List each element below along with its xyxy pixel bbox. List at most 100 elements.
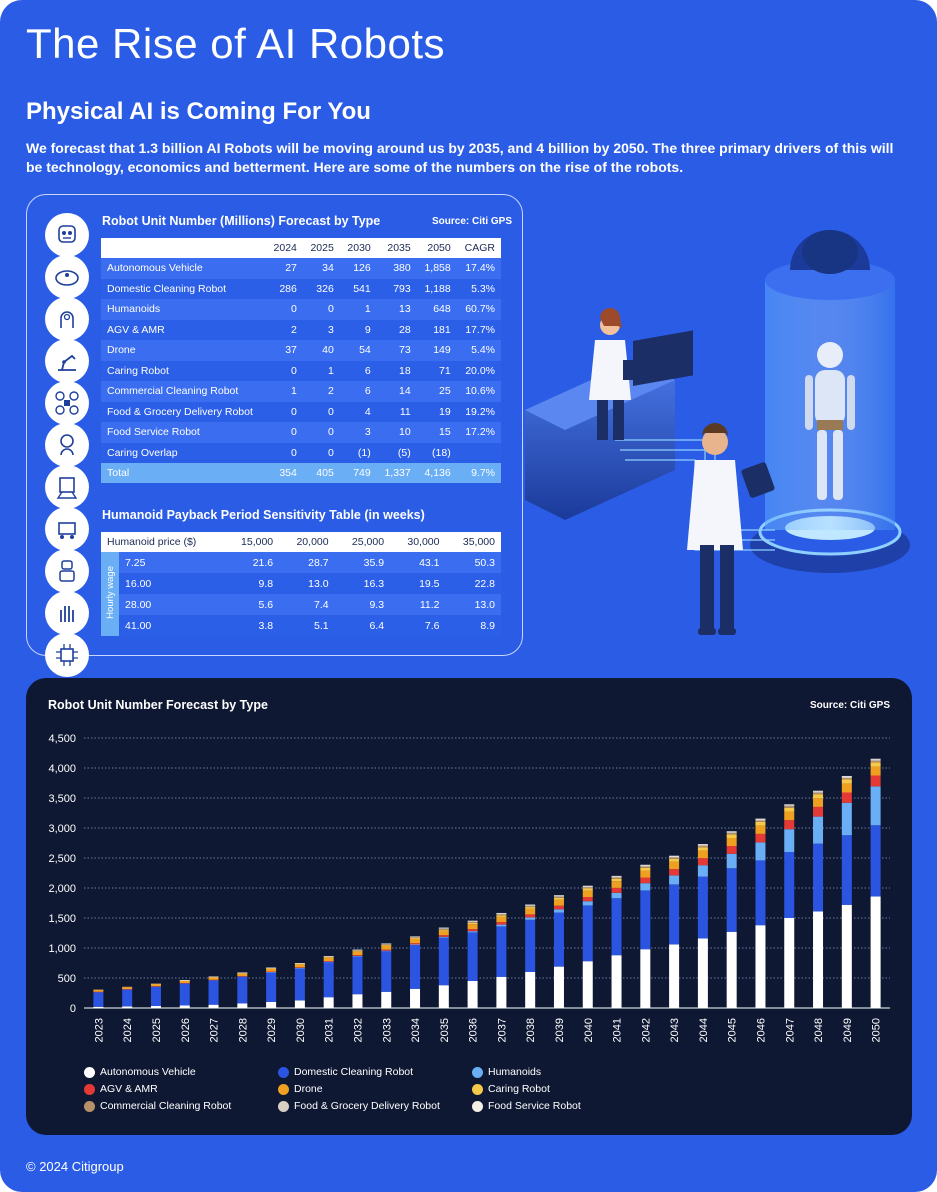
bar-segment bbox=[410, 936, 421, 937]
table-cell: 181 bbox=[416, 319, 457, 340]
legend-swatch bbox=[278, 1083, 289, 1095]
page-subtitle: Physical AI is Coming For You bbox=[26, 98, 371, 125]
table-row: 16.00 9.8 13.0 16.3 19.5 22.8 bbox=[101, 573, 501, 594]
table-header-cell: 20,000 bbox=[279, 532, 335, 552]
table-cell: 9.8 bbox=[223, 573, 280, 594]
stacked-bar-chart-card: Robot Unit Number Forecast by Type Sourc… bbox=[26, 678, 912, 1135]
table-row: Domestic Cleaning Robot 286 326 541 793 1,188… bbox=[101, 278, 501, 299]
bar-segment bbox=[179, 983, 190, 984]
table-cell: 13.0 bbox=[445, 594, 501, 615]
bar-segment bbox=[582, 897, 593, 902]
bar-segment bbox=[755, 860, 766, 926]
bar-segment bbox=[294, 967, 305, 968]
bar-segment bbox=[525, 908, 536, 915]
bar-segment bbox=[496, 912, 507, 914]
bar-segment bbox=[755, 818, 766, 820]
table-cell: 14 bbox=[376, 381, 417, 402]
table-cell: 16.3 bbox=[334, 573, 391, 594]
table-cell: 11 bbox=[376, 401, 417, 422]
bar-segment bbox=[611, 887, 622, 893]
table-cell: 5.3% bbox=[456, 278, 501, 299]
legend-label: Domestic Cleaning Robot bbox=[294, 1066, 414, 1078]
table-cell: 9.3 bbox=[334, 594, 391, 615]
x-tick-label: 2049 bbox=[842, 1018, 854, 1042]
bar-segment bbox=[352, 949, 363, 951]
bar-segment bbox=[122, 986, 133, 988]
legend-label: Autonomous Vehicle bbox=[100, 1066, 196, 1078]
legend-item: AGV & AMR bbox=[84, 1083, 158, 1095]
legend-swatch bbox=[84, 1100, 95, 1112]
bar-segment bbox=[93, 991, 104, 993]
bar-segment bbox=[150, 983, 161, 985]
bar-segment bbox=[755, 821, 766, 826]
bar-segment bbox=[266, 971, 277, 973]
table-cell: 18 bbox=[376, 360, 417, 381]
bar-segment bbox=[525, 905, 536, 907]
y-tick-label: 3,500 bbox=[48, 793, 76, 805]
x-tick-label: 2042 bbox=[640, 1018, 652, 1042]
bar-segment bbox=[841, 835, 852, 905]
bar-segment bbox=[669, 857, 680, 859]
x-tick-label: 2026 bbox=[180, 1018, 192, 1042]
bar-segment bbox=[208, 976, 219, 978]
wage-label: 28.00 bbox=[119, 594, 224, 615]
bar-segment bbox=[726, 832, 737, 834]
legend-swatch bbox=[84, 1066, 95, 1078]
bar-segment bbox=[640, 890, 651, 950]
bar-segment bbox=[697, 938, 708, 1008]
bar-segment bbox=[553, 905, 564, 910]
table-cell: 0 bbox=[265, 401, 303, 422]
bar-segment bbox=[611, 876, 622, 878]
page-title: The Rise of AI Robots bbox=[26, 20, 446, 67]
bar-segment bbox=[726, 846, 737, 854]
bar-segment bbox=[93, 991, 104, 1007]
bar-segment bbox=[237, 976, 248, 1004]
table-cell: 0 bbox=[265, 299, 303, 320]
table-cell: 40 bbox=[302, 340, 340, 361]
bar-segment bbox=[813, 911, 824, 1008]
bar-segment bbox=[410, 943, 421, 945]
bar-segment bbox=[467, 922, 478, 925]
bar-segment bbox=[381, 991, 392, 1008]
table-cell: 43.1 bbox=[390, 552, 446, 573]
x-tick-label: 2028 bbox=[237, 1018, 249, 1042]
bar-segment bbox=[640, 866, 651, 868]
x-tick-label: 2034 bbox=[410, 1018, 422, 1042]
bar-segment bbox=[726, 838, 737, 846]
bar-segment bbox=[870, 786, 881, 826]
legend-item: Food & Grocery Delivery Robot bbox=[278, 1100, 440, 1112]
agv-arm-icon bbox=[45, 339, 89, 383]
bar-segment bbox=[755, 825, 766, 834]
bar-segment bbox=[381, 951, 392, 992]
total-cell: 749 bbox=[339, 463, 377, 483]
x-tick-label: 2040 bbox=[583, 1018, 595, 1042]
table-cell: 28.7 bbox=[279, 552, 335, 573]
table-cell: 7.6 bbox=[390, 615, 446, 636]
bar-segment bbox=[640, 877, 651, 884]
table-row: Autonomous Vehicle 27 34 126 380 1,858 17.4% bbox=[101, 258, 501, 279]
bar-segment bbox=[870, 759, 881, 761]
legend-label: Food Service Robot bbox=[488, 1100, 581, 1112]
table-cell: 5.1 bbox=[279, 615, 335, 636]
bar-segment bbox=[496, 924, 507, 927]
bar-segment bbox=[266, 968, 277, 969]
bar-segment bbox=[496, 915, 507, 917]
table-cell: 60.7% bbox=[456, 299, 501, 320]
x-tick-label: 2041 bbox=[612, 1018, 624, 1042]
bar-segment bbox=[496, 976, 507, 1008]
table-cell: 27 bbox=[265, 258, 303, 279]
bar-segment bbox=[611, 875, 622, 877]
bar-segment bbox=[381, 949, 392, 951]
table-header-cell: 2024 bbox=[265, 238, 303, 258]
bar-segment bbox=[726, 853, 737, 869]
bar-segment bbox=[438, 928, 449, 930]
table-cell: 15 bbox=[416, 422, 457, 443]
table-cell: 326 bbox=[302, 278, 340, 299]
x-tick-label: 2044 bbox=[698, 1018, 710, 1042]
table-header-cell: 35,000 bbox=[445, 532, 501, 552]
bar-segment bbox=[726, 831, 737, 833]
bar-segment bbox=[669, 944, 680, 1008]
robot-lab-illustration bbox=[525, 230, 910, 635]
row-label: Drone bbox=[101, 340, 266, 361]
